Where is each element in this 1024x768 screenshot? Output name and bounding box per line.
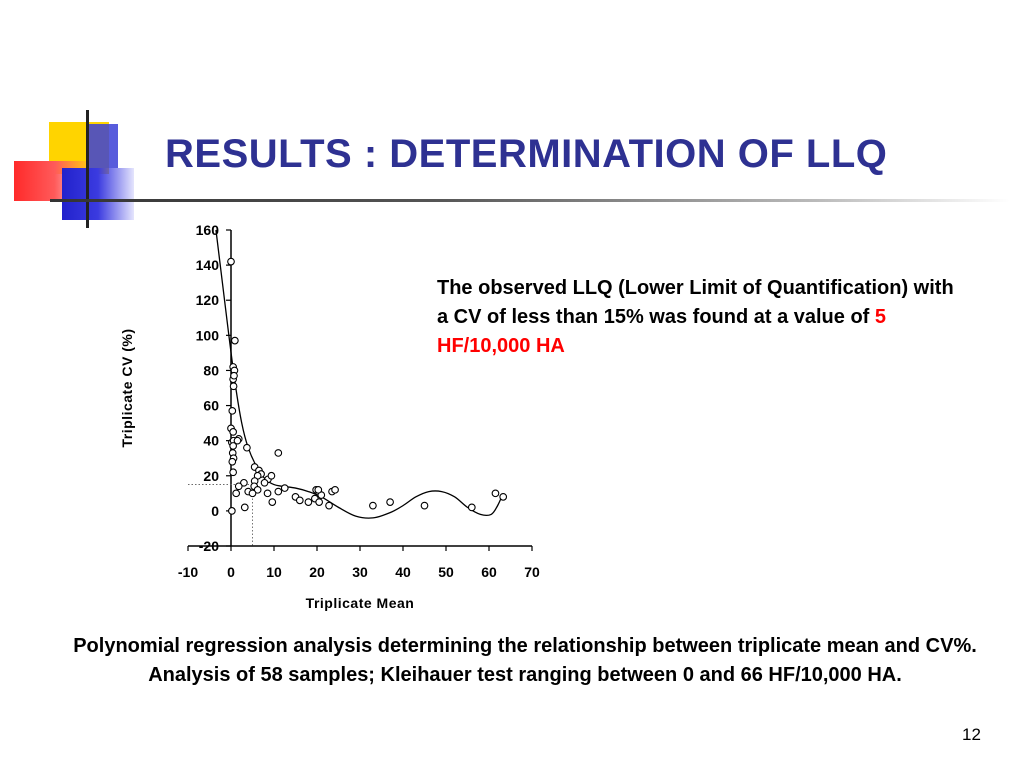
chart-caption: Polynomial regression analysis determini… [30,632,1020,690]
data-point [386,498,394,506]
y-tick-label: 60 [203,398,219,414]
data-point [315,498,323,506]
data-point [233,436,242,445]
caption-line-1: Polynomial regression analysis determini… [73,635,977,657]
llq-value-highlight: 5 HF/10,000 HA [437,306,887,357]
x-axis-title: Triplicate Mean [306,595,415,611]
x-tick-label: 50 [438,564,454,580]
data-point [325,501,333,510]
data-point [228,457,237,466]
data-point [248,489,257,498]
data-point [232,489,241,498]
data-point [240,503,249,512]
data-point [228,507,236,515]
data-point [467,503,476,512]
data-point [314,485,323,494]
data-point [253,485,262,494]
y-tick-label: 80 [203,362,219,378]
data-point [234,482,243,491]
data-point [331,485,339,494]
data-point [240,478,248,487]
y-tick-label: 0 [211,503,219,519]
data-point [369,501,377,510]
data-point [229,428,237,436]
regression-curve [215,229,504,519]
x-tick-label: 40 [395,564,411,580]
data-point [491,489,500,498]
data-point [229,468,237,477]
llq-note: The observed LLQ (Lower Limit of Quantif… [437,274,967,361]
x-tick-label: 60 [481,564,497,580]
slide-title: RESULTS : DETERMINATION OF LLQ [165,132,888,176]
data-point [231,336,239,345]
data-point [267,471,276,480]
y-tick-label: -20 [199,538,219,554]
data-point [295,496,304,505]
data-point [274,449,283,457]
data-point [227,257,235,266]
x-tick-label: 10 [266,564,282,580]
scatter-chart: -20 0 20 40 60 80 100 120 140 160 -10 0 10 20 30 40 50 60… [119,222,540,611]
title-underline [50,199,1010,202]
x-tick-label: 0 [227,564,235,580]
data-point [499,492,508,501]
caption-line-2: Analysis of 58 samples; Kleihauer test r… [148,664,902,686]
data-point [263,489,272,498]
data-point [229,382,238,391]
data-point [420,501,429,510]
data-point [230,371,238,380]
data-points [227,257,508,515]
y-tick-label: 40 [203,433,219,449]
y-tick-label: 120 [196,292,220,308]
page-number: 12 [962,725,981,744]
y-tick-label: 100 [196,327,220,343]
decor-vertical-line [86,110,89,228]
y-tick-label: 20 [203,468,219,484]
y-axis-title: Triplicate CV (%) [119,329,135,448]
data-point [260,478,269,487]
decor-blue-overlay [88,124,118,168]
data-point [243,443,251,452]
x-tick-label: 70 [524,564,540,580]
data-point [274,487,283,496]
x-tick-label: 30 [352,564,368,580]
x-tick-label: 20 [309,564,325,580]
y-tick-label: 140 [196,257,220,273]
data-point [228,406,237,415]
llq-note-text: The observed LLQ (Lower Limit of Quantif… [437,277,954,328]
y-tick-label: 160 [196,222,220,238]
x-tick-label: -10 [178,564,198,580]
data-point [229,442,237,450]
data-point [280,484,289,492]
decor-blue-square [62,168,134,220]
regression-curve-group [215,229,504,519]
llq-guides [188,484,253,546]
data-point [268,498,277,506]
chart-axes: -20 0 20 40 60 80 100 120 140 160 -10 0 10 20 30 40 50 60… [178,222,540,580]
data-point [304,498,313,506]
